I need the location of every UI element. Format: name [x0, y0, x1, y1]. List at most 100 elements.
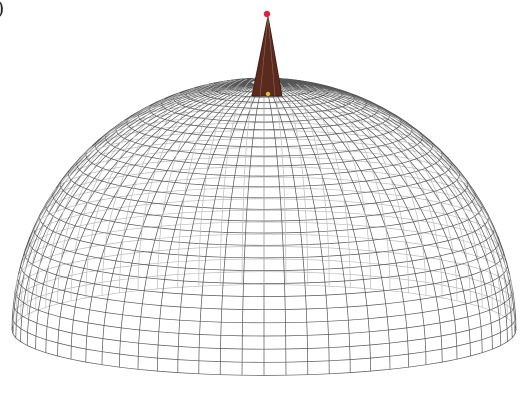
mesh-edge: [245, 220, 247, 233]
mesh-edge: [369, 250, 389, 253]
mesh-edge: [450, 237, 454, 250]
mesh-edge: [353, 129, 361, 132]
mesh-edge: [110, 183, 121, 187]
mesh-edge: [191, 92, 199, 97]
mesh-edge: [109, 221, 115, 234]
mesh-edge: [126, 206, 130, 219]
mesh-edge: [314, 84, 328, 88]
mesh-edge: [209, 154, 214, 165]
mesh-edge: [435, 240, 448, 244]
mesh-edge: [188, 183, 204, 186]
mesh-edge: [314, 154, 319, 165]
mesh-edge: [243, 257, 245, 271]
mesh-edge: [172, 160, 185, 163]
mesh-edge: [170, 192, 185, 196]
mesh-edge: [204, 256, 207, 270]
mesh-edge: [304, 109, 308, 117]
mesh-edge: [441, 271, 457, 276]
mesh-edge: [50, 252, 63, 257]
mesh-edge: [503, 269, 507, 274]
mesh-edge: [164, 107, 168, 111]
mesh-edge: [28, 275, 31, 289]
mesh-edge: [127, 117, 139, 125]
mesh-edge: [86, 335, 103, 339]
mesh-edge: [276, 155, 279, 166]
mesh-edge: [372, 122, 379, 131]
mesh-edge: [182, 116, 192, 124]
mesh-edge: [243, 121, 247, 130]
mesh-edge: [107, 142, 112, 145]
mesh-edge: [383, 215, 402, 219]
mesh-edge: [360, 191, 364, 203]
mesh-edge: [65, 207, 73, 212]
mesh-edge: [156, 191, 171, 194]
mesh-edge: [79, 175, 89, 187]
mesh-edge: [173, 95, 187, 101]
mesh-edge: [178, 247, 200, 250]
mesh-edge: [66, 186, 76, 190]
mesh-edge: [452, 164, 462, 176]
mesh-edge: [177, 272, 199, 275]
mesh-edge: [490, 284, 493, 298]
mesh-edge: [395, 260, 413, 264]
mesh-edge: [413, 193, 425, 198]
mesh-edge: [168, 241, 173, 255]
mesh-edge: [468, 278, 471, 292]
mesh-edge: [309, 82, 321, 86]
mesh-edge: [119, 248, 136, 251]
mesh-edge: [79, 183, 86, 195]
mesh-edge: [499, 319, 501, 333]
mesh-edge: [396, 126, 400, 129]
mesh-edge: [299, 81, 312, 84]
mesh-edge: [102, 325, 105, 339]
mesh-edge: [32, 259, 41, 264]
mesh-edge: [150, 146, 160, 149]
mesh-edge: [225, 145, 229, 156]
mesh-edge: [120, 128, 132, 137]
mesh-edge: [431, 142, 442, 153]
mesh-edge: [392, 115, 402, 124]
mesh-edge: [117, 160, 126, 164]
mesh-edge: [484, 280, 493, 285]
mesh-edge: [422, 188, 437, 192]
mesh-edge: [220, 361, 243, 363]
mesh-edge: [345, 292, 366, 295]
mesh-edge: [217, 98, 223, 100]
mesh-edge: [150, 105, 160, 113]
mesh-edge: [342, 106, 353, 114]
mesh-edge: [305, 294, 327, 297]
mesh-edge: [74, 175, 82, 187]
mesh-edge: [199, 124, 204, 133]
mesh-edge: [444, 265, 457, 269]
mesh-edge: [201, 282, 204, 296]
mesh-edge: [383, 164, 394, 168]
mesh-edge: [243, 78, 248, 82]
mesh-edge: [426, 258, 431, 272]
mesh-edge: [246, 130, 249, 139]
mesh-edge: [386, 316, 389, 331]
mesh-edge: [21, 288, 29, 293]
mesh-edge: [508, 298, 512, 312]
mesh-edge: [495, 260, 501, 265]
mesh-edge: [420, 296, 437, 300]
mesh-edge: [492, 250, 496, 264]
mesh-edge: [279, 186, 281, 198]
mesh-edge: [189, 159, 193, 170]
mesh-edge: [166, 99, 176, 105]
mesh-edge: [360, 129, 370, 139]
mesh-edge: [217, 185, 234, 187]
mesh-edge: [277, 108, 280, 116]
mesh-edge: [107, 229, 125, 233]
mesh-edge: [47, 242, 56, 248]
mesh-edge: [474, 191, 482, 203]
mesh-edge: [330, 207, 335, 219]
mesh-edge: [289, 95, 297, 101]
mesh-edge: [171, 229, 176, 242]
mesh-edge: [144, 290, 163, 293]
mesh-edge: [352, 160, 357, 171]
mesh-edge: [32, 264, 39, 269]
mesh-edge: [471, 271, 482, 276]
mesh-edge: [378, 122, 383, 126]
mesh-edge: [174, 229, 192, 232]
mesh-edge: [211, 84, 225, 88]
